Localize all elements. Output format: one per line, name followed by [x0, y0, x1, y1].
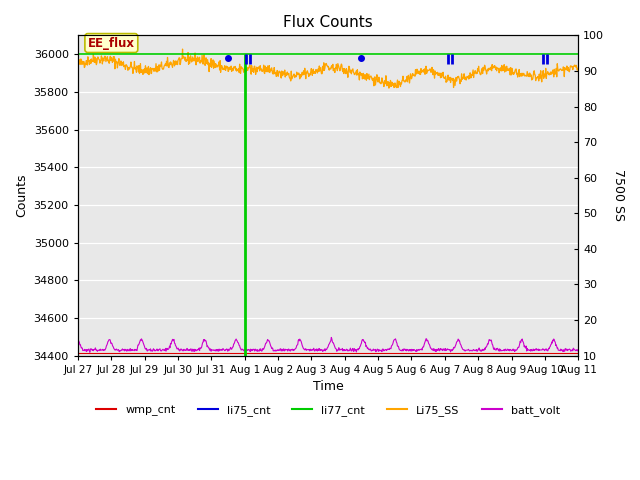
Y-axis label: Counts: Counts	[15, 174, 28, 217]
Text: EE_flux: EE_flux	[88, 36, 135, 49]
X-axis label: Time: Time	[313, 380, 344, 393]
Title: Flux Counts: Flux Counts	[283, 15, 373, 30]
Legend: wmp_cnt, li75_cnt, li77_cnt, Li75_SS, batt_volt: wmp_cnt, li75_cnt, li77_cnt, Li75_SS, ba…	[92, 401, 564, 420]
Y-axis label: 7500 SS: 7500 SS	[612, 169, 625, 221]
